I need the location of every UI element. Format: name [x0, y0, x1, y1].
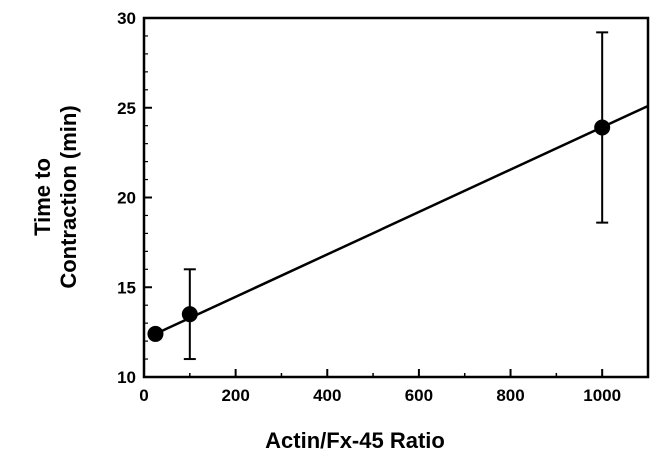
- ticks: 0 200 400 600 800 1000 10 15 20 25 30: [117, 9, 621, 405]
- fit-line: [154, 104, 649, 336]
- y-axis-title-line-2: Contraction (min): [56, 105, 81, 288]
- fit-line-group: [154, 104, 649, 336]
- data-points: [147, 119, 611, 342]
- x-tick-label-800: 800: [496, 386, 524, 405]
- data-point-1: [181, 306, 198, 323]
- axes: [142, 16, 650, 379]
- x-tick-label-400: 400: [313, 386, 341, 405]
- y-tick-label-30: 30: [117, 9, 136, 28]
- plot-frame: [142, 16, 650, 379]
- x-tick-label-200: 200: [221, 386, 249, 405]
- x-axis-title: Actin/Fx-45 Ratio: [265, 428, 445, 453]
- y-tick-label-15: 15: [117, 278, 136, 297]
- error-bars: [183, 31, 609, 361]
- x-tick-label-600: 600: [405, 386, 433, 405]
- y-tick-label-20: 20: [117, 189, 136, 208]
- x-tick-label-0: 0: [139, 386, 148, 405]
- data-point-0: [147, 325, 164, 342]
- y-axis-title-line-1: Time to: [30, 158, 55, 236]
- y-tick-label-25: 25: [117, 99, 136, 118]
- x-tick-label-1000: 1000: [583, 386, 621, 405]
- data-point-2: [594, 119, 611, 136]
- y-tick-label-10: 10: [117, 368, 136, 387]
